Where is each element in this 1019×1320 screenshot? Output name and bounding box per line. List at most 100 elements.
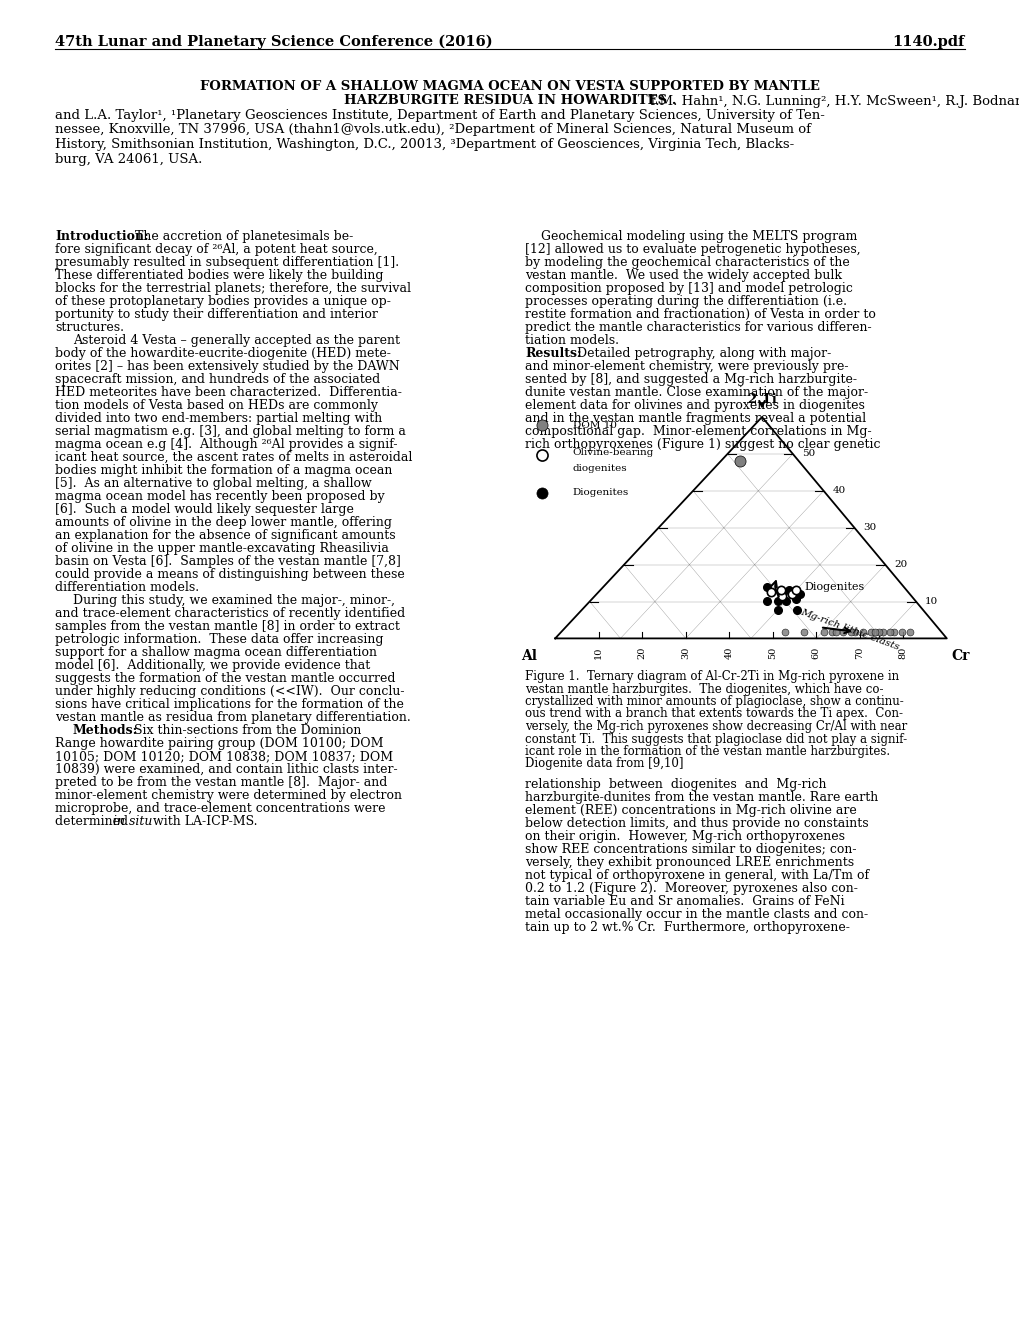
- Text: and minor-element chemistry, were previously pre-: and minor-element chemistry, were previo…: [525, 360, 848, 374]
- Text: by modeling the geochemical characteristics of the: by modeling the geochemical characterist…: [525, 256, 849, 269]
- Text: processes operating during the differentiation (i.e.: processes operating during the different…: [525, 294, 846, 308]
- Text: HARZBURGITE RESIDUA IN HOWARDITES .: HARZBURGITE RESIDUA IN HOWARDITES .: [343, 95, 676, 107]
- Text: HED meteorites have been characterized.  Differentia-: HED meteorites have been characterized. …: [55, 385, 401, 399]
- Text: Methods:: Methods:: [73, 723, 139, 737]
- Text: preted to be from the vestan mantle [8].  Major- and: preted to be from the vestan mantle [8].…: [55, 776, 387, 789]
- Text: 70: 70: [855, 647, 863, 659]
- Text: nessee, Knoxville, TN 37996, USA (thahn1@vols.utk.edu), ²Department of Mineral S: nessee, Knoxville, TN 37996, USA (thahn1…: [55, 124, 810, 136]
- Text: 60: 60: [811, 647, 820, 659]
- Text: 20: 20: [893, 560, 906, 569]
- Text: an explanation for the absence of significant amounts: an explanation for the absence of signif…: [55, 529, 395, 543]
- Text: restite formation and fractionation) of Vesta in order to: restite formation and fractionation) of …: [525, 308, 875, 321]
- Text: Figure 1.  Ternary diagram of Al-Cr-2Ti in Mg-rich pyroxene in: Figure 1. Ternary diagram of Al-Cr-2Ti i…: [525, 671, 898, 682]
- Text: and L.A. Taylor¹, ¹Planetary Geosciences Institute, Department of Earth and Plan: and L.A. Taylor¹, ¹Planetary Geosciences…: [55, 110, 824, 121]
- Text: under highly reducing conditions (<<IW).  Our conclu-: under highly reducing conditions (<<IW).…: [55, 685, 405, 698]
- Text: DOM 10: DOM 10: [573, 421, 616, 429]
- Text: 10: 10: [594, 647, 602, 659]
- Text: and in the vestan mantle fragments reveal a potential: and in the vestan mantle fragments revea…: [525, 412, 865, 425]
- Text: support for a shallow magma ocean differentiation: support for a shallow magma ocean differ…: [55, 645, 377, 659]
- Text: 50: 50: [767, 647, 776, 659]
- Text: dunite vestan mantle. Close examination of the major-: dunite vestan mantle. Close examination …: [525, 385, 867, 399]
- Text: tiation models.: tiation models.: [525, 334, 619, 347]
- Text: samples from the vestan mantle [8] in order to extract: samples from the vestan mantle [8] in or…: [55, 620, 399, 634]
- Text: on their origin.  However, Mg-rich orthopyroxenes: on their origin. However, Mg-rich orthop…: [525, 830, 844, 843]
- Text: divided into two end-members: partial melting with: divided into two end-members: partial me…: [55, 412, 382, 425]
- Text: Diogenites: Diogenites: [573, 488, 629, 498]
- Text: model [6].  Additionally, we provide evidence that: model [6]. Additionally, we provide evid…: [55, 659, 370, 672]
- Text: The accretion of planetesimals be-: The accretion of planetesimals be-: [127, 230, 353, 243]
- Text: tain variable Eu and Sr anomalies.  Grains of FeNi: tain variable Eu and Sr anomalies. Grain…: [525, 895, 844, 908]
- Text: element (REE) concentrations in Mg-rich olivine are: element (REE) concentrations in Mg-rich …: [525, 804, 856, 817]
- Text: 47th Lunar and Planetary Science Conference (2016): 47th Lunar and Planetary Science Confere…: [55, 36, 492, 49]
- Text: fore significant decay of ²⁶Al, a potent heat source,: fore significant decay of ²⁶Al, a potent…: [55, 243, 377, 256]
- Text: diogenites: diogenites: [573, 463, 627, 473]
- Text: [5].  As an alternative to global melting, a shallow: [5]. As an alternative to global melting…: [55, 477, 371, 490]
- Text: sions have critical implications for the formation of the: sions have critical implications for the…: [55, 698, 404, 711]
- Text: 40: 40: [725, 647, 733, 659]
- Text: 40: 40: [832, 486, 845, 495]
- Text: below detection limits, and thus provide no constaints: below detection limits, and thus provide…: [525, 817, 868, 830]
- Text: T.M. Hahn¹, N.G. Lunning², H.Y. McSween¹, R.J. Bodnar³,: T.M. Hahn¹, N.G. Lunning², H.Y. McSween¹…: [639, 95, 1019, 107]
- Text: petrologic information.  These data offer increasing: petrologic information. These data offer…: [55, 634, 383, 645]
- Text: Range howardite pairing group (DOM 10100; DOM: Range howardite pairing group (DOM 10100…: [55, 737, 383, 750]
- Text: 1140.pdf: 1140.pdf: [892, 36, 964, 49]
- Text: show REE concentrations similar to diogenites; con-: show REE concentrations similar to dioge…: [525, 843, 856, 855]
- Text: element data for olivines and pyroxenes in diogenites: element data for olivines and pyroxenes …: [525, 399, 864, 412]
- Text: constant Ti.  This suggests that plagioclase did not play a signif-: constant Ti. This suggests that plagiocl…: [525, 733, 906, 746]
- Text: sented by [8], and suggested a Mg-rich harzburgite-: sented by [8], and suggested a Mg-rich h…: [525, 374, 856, 385]
- Text: could provide a means of distinguishing between these: could provide a means of distinguishing …: [55, 568, 405, 581]
- Text: metal occasionally occur in the mantle clasts and con-: metal occasionally occur in the mantle c…: [525, 908, 867, 921]
- Text: minor-element chemistry were determined by electron: minor-element chemistry were determined …: [55, 789, 401, 803]
- Text: harzburgite-dunites from the vestan mantle. Rare earth: harzburgite-dunites from the vestan mant…: [525, 791, 877, 804]
- Text: These differentiated bodies were likely the building: These differentiated bodies were likely …: [55, 269, 383, 282]
- Text: crystallized with minor amounts of plagioclase, show a continu-: crystallized with minor amounts of plagi…: [525, 696, 903, 708]
- Text: body of the howardite-eucrite-diogenite (HED) mete-: body of the howardite-eucrite-diogenite …: [55, 347, 390, 360]
- Text: 10: 10: [924, 597, 937, 606]
- Text: blocks for the terrestrial planets; therefore, the survival: blocks for the terrestrial planets; ther…: [55, 282, 411, 294]
- Text: of olivine in the upper mantle-excavating Rheasilivia: of olivine in the upper mantle-excavatin…: [55, 543, 388, 554]
- Text: rich orthopyroxenes (Figure 1) suggest no clear genetic: rich orthopyroxenes (Figure 1) suggest n…: [525, 438, 879, 451]
- Text: magma ocean e.g [4].  Although ²⁶Al provides a signif-: magma ocean e.g [4]. Although ²⁶Al provi…: [55, 438, 397, 451]
- Text: differentiation models.: differentiation models.: [55, 581, 199, 594]
- Text: presumably resulted in subsequent differentiation [1].: presumably resulted in subsequent differ…: [55, 256, 398, 269]
- Text: spacecraft mission, and hundreds of the associated: spacecraft mission, and hundreds of the …: [55, 374, 380, 385]
- Text: icant heat source, the ascent rates of melts in asteroidal: icant heat source, the ascent rates of m…: [55, 451, 412, 465]
- Text: vestan mantle harzburgites.  The diogenites, which have co-: vestan mantle harzburgites. The diogenit…: [525, 682, 882, 696]
- Text: Cr: Cr: [951, 649, 969, 663]
- Text: History, Smithsonian Institution, Washington, D.C., 20013, ³Department of Geosci: History, Smithsonian Institution, Washin…: [55, 139, 794, 150]
- Text: compositional gap.  Minor-element correlations in Mg-: compositional gap. Minor-element correla…: [525, 425, 871, 438]
- Text: tion models of Vesta based on HEDs are commonly: tion models of Vesta based on HEDs are c…: [55, 399, 378, 412]
- Text: Results:: Results:: [525, 347, 581, 360]
- Text: and trace-element characteristics of recently identified: and trace-element characteristics of rec…: [55, 607, 405, 620]
- Text: relationship  between  diogenites  and  Mg-rich: relationship between diogenites and Mg-r…: [525, 777, 825, 791]
- Text: 30: 30: [862, 523, 875, 532]
- Text: Geochemical modeling using the MELTS program: Geochemical modeling using the MELTS pro…: [525, 230, 857, 243]
- Text: burg, VA 24061, USA.: burg, VA 24061, USA.: [55, 153, 202, 165]
- Text: vestan mantle as residua from planetary differentiation.: vestan mantle as residua from planetary …: [55, 711, 411, 723]
- Text: serial magmatism e.g. [3], and global melting to form a: serial magmatism e.g. [3], and global me…: [55, 425, 406, 438]
- Text: versely, they exhibit pronounced LREE enrichments: versely, they exhibit pronounced LREE en…: [525, 855, 853, 869]
- Text: Diogenites: Diogenites: [804, 582, 864, 593]
- Text: 0.2 to 1.2 (Figure 2).  Moreover, pyroxenes also con-: 0.2 to 1.2 (Figure 2). Moreover, pyroxen…: [525, 882, 857, 895]
- Text: tain up to 2 wt.% Cr.  Furthermore, orthopyroxene-: tain up to 2 wt.% Cr. Furthermore, ortho…: [525, 921, 849, 935]
- Text: orites [2] – has been extensively studied by the DAWN: orites [2] – has been extensively studie…: [55, 360, 399, 374]
- Text: 2 Ti: 2 Ti: [747, 393, 775, 407]
- Text: versely, the Mg-rich pyroxenes show decreasing Cr/Al with near: versely, the Mg-rich pyroxenes show decr…: [525, 719, 906, 733]
- Text: bodies might inhibit the formation of a magma ocean: bodies might inhibit the formation of a …: [55, 465, 392, 477]
- Text: During this study, we examined the major-, minor-,: During this study, we examined the major…: [73, 594, 394, 607]
- Text: basin on Vesta [6].  Samples of the vestan mantle [7,8]: basin on Vesta [6]. Samples of the vesta…: [55, 554, 400, 568]
- Text: FORMATION OF A SHALLOW MAGMA OCEAN ON VESTA SUPPORTED BY MANTLE: FORMATION OF A SHALLOW MAGMA OCEAN ON VE…: [200, 81, 819, 92]
- Text: [12] allowed us to evaluate petrogenetic hypotheses,: [12] allowed us to evaluate petrogenetic…: [525, 243, 860, 256]
- Text: with LA-ICP-MS.: with LA-ICP-MS.: [149, 814, 257, 828]
- Text: Asteroid 4 Vesta – generally accepted as the parent: Asteroid 4 Vesta – generally accepted as…: [73, 334, 399, 347]
- Text: 10105; DOM 10120; DOM 10838; DOM 10837; DOM: 10105; DOM 10120; DOM 10838; DOM 10837; …: [55, 750, 392, 763]
- Text: determined: determined: [55, 814, 132, 828]
- Text: amounts of olivine in the deep lower mantle, offering: amounts of olivine in the deep lower man…: [55, 516, 391, 529]
- Text: Introduction:: Introduction:: [55, 230, 149, 243]
- Text: predict the mantle characteristics for various differen-: predict the mantle characteristics for v…: [525, 321, 871, 334]
- Text: vestan mantle.  We used the widely accepted bulk: vestan mantle. We used the widely accept…: [525, 269, 841, 282]
- Text: suggests the formation of the vestan mantle occurred: suggests the formation of the vestan man…: [55, 672, 395, 685]
- Text: 30: 30: [681, 647, 690, 659]
- Text: 20: 20: [637, 647, 646, 659]
- Text: 50: 50: [801, 449, 814, 458]
